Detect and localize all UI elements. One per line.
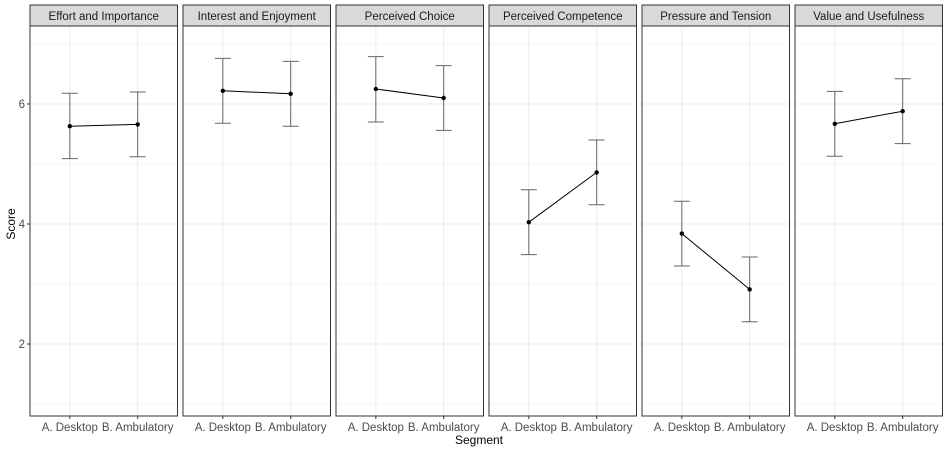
facet-strip-label: Effort and Importance [49,11,159,23]
x-tick-label: B. Ambulatory [255,422,327,434]
y-axis-title: Score [4,208,18,240]
facet-strip [335,4,484,27]
facet-strip-label: Interest and Enjoyment [198,11,317,23]
x-tick-label: A. Desktop [195,422,251,434]
x-axis-title: Segment [455,433,504,447]
data-point [220,88,226,94]
x-tick-label: A. Desktop [807,422,863,434]
x-tick-label: A. Desktop [654,422,710,434]
data-point [900,109,905,114]
y-tick-label: 2 [19,339,25,351]
facet-strip-label: Perceived Competence [503,11,623,23]
facet-strip [794,4,943,27]
panel-background [336,26,484,416]
series-line [69,123,138,127]
data-point [832,121,838,127]
facet-strip [182,4,331,27]
data-point [67,124,73,129]
y-tick-label: 6 [19,99,25,111]
series-line [681,233,750,290]
panel-background [642,26,790,416]
facet-strip [641,4,790,27]
x-tick-label: A. Desktop [348,422,404,434]
x-tick-label: B. Ambulatory [408,422,480,434]
facet-panel: Perceived Competence A. Desktop B. Ambulat… [488,4,637,434]
facet-strip [488,4,637,27]
facet-strip [29,4,178,27]
x-tick-label: B. Ambulatory [102,422,174,434]
series-line [528,171,597,223]
facet-panel: Effort and Importance A. Desktop B. Ambula… [29,4,178,434]
series-line [375,88,444,99]
facet-panels: Effort and Importance A. Desktop B. Ambula… [29,4,943,434]
data-point [441,95,446,101]
data-point [594,170,599,175]
facet-panel: Value and Usefulness A. Desktop B. Ambulat… [794,4,943,434]
panel-background [30,26,178,416]
y-tick-label: 4 [19,219,26,231]
data-point [747,287,752,292]
series-line [834,110,903,125]
facet-strip-label: Value and Usefulness [813,11,924,23]
x-tick-label: B. Ambulatory [561,422,633,434]
data-point [679,231,685,236]
x-tick-label: A. Desktop [42,422,98,434]
data-point [526,220,532,225]
panel-background [183,26,331,416]
data-point [135,122,140,127]
panel-background [489,26,637,416]
data-point [373,86,379,92]
x-tick-label: A. Desktop [501,422,557,434]
facet-panel: Interest and Enjoyment A. Desktop B. Ambul… [182,4,331,434]
facet-strip-label: Pressure and Tension [660,11,771,23]
x-tick-label: B. Ambulatory [714,422,786,434]
y-axis: 2 4 6 [19,99,30,351]
series-line [222,90,291,95]
facet-strip-label: Perceived Choice [365,11,455,23]
x-tick-label: B. Ambulatory [867,422,939,434]
facet-panel: Perceived Choice A. Desktop B. Ambulatory [335,4,484,434]
panel-background [795,26,943,416]
data-point [288,91,293,97]
facet-panel: Pressure and Tension A. Desktop B. Ambulat… [641,4,790,434]
